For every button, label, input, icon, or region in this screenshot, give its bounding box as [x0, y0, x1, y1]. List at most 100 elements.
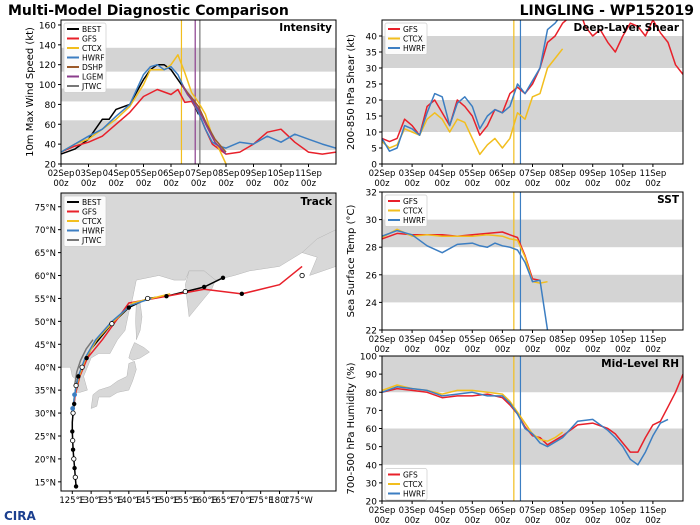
shaded-band — [382, 219, 683, 248]
panel-title: Mid-Level RH — [601, 358, 679, 370]
x-tick-label: 06Sep — [489, 506, 516, 516]
x-tick-label: 08Sep — [213, 169, 240, 179]
x-tick-label: 170°E — [229, 496, 255, 506]
x-tick-label: 08Sep — [549, 506, 576, 516]
x-tick-label: 03Sep — [399, 506, 426, 516]
y-tick-label: 35°N — [35, 387, 56, 397]
y-tick-label: 20 — [45, 161, 57, 171]
legend-label: HWRF — [82, 227, 105, 236]
legend-label: GFS — [403, 25, 418, 34]
x-tick-label: 07Sep — [185, 169, 212, 179]
legend-label: CTCX — [82, 44, 102, 53]
y-tick-label: 160 — [39, 21, 56, 31]
x-tick-label: 00z — [435, 179, 451, 189]
x-tick-label: 00z — [81, 179, 97, 189]
x-tick-label: 175°W — [284, 496, 313, 506]
x-tick-label: 00z — [301, 179, 317, 189]
x-tick-label: 00z — [465, 179, 481, 189]
y-axis-label: 700-500 hPa Humidity (%) — [346, 362, 357, 494]
track-marker — [70, 437, 76, 444]
legend-label: GFS — [82, 35, 97, 44]
series-group — [382, 20, 683, 156]
track-marker — [70, 406, 76, 411]
x-tick-label: 00z — [525, 516, 541, 525]
track-marker — [126, 305, 132, 310]
legend-label: JTWC — [81, 82, 101, 91]
y-tick-label: 20 — [366, 498, 378, 508]
intensity-panel: 2040608010012014016002Sep00z03Sep00z04Se… — [25, 19, 337, 189]
x-tick-label: 145°E — [135, 496, 161, 506]
x-tick-label: 07Sep — [519, 506, 546, 516]
x-tick-label: 00z — [645, 516, 661, 525]
x-tick-label: 00z — [273, 179, 289, 189]
y-tick-label: 40°N — [35, 364, 56, 374]
track-marker — [70, 447, 76, 452]
legend-label: GFS — [403, 471, 418, 480]
y-tick-label: 50°N — [35, 318, 56, 328]
x-tick-label: 155°E — [172, 496, 198, 506]
track-marker — [239, 291, 245, 297]
land-mass — [90, 360, 137, 409]
axes-frame — [381, 355, 684, 502]
x-tick-label: 130°E — [78, 496, 104, 506]
y-tick-label: 30 — [366, 65, 378, 75]
series-group — [61, 54, 336, 164]
x-tick-label: 00z — [495, 516, 511, 525]
x-tick-label: 10Sep — [268, 169, 295, 179]
y-tick-label: 30°N — [35, 410, 56, 420]
legend-box — [63, 22, 107, 93]
shaded-band — [61, 47, 336, 72]
legend-label: GFS — [82, 208, 97, 217]
y-tick-label: 15°N — [35, 478, 56, 488]
legend-label: CTCX — [82, 217, 102, 226]
x-tick-label: 00z — [465, 516, 481, 525]
x-tick-label: 00z — [404, 345, 420, 355]
y-tick-label: 20°N — [35, 455, 56, 465]
y-tick-label: 30 — [366, 479, 378, 489]
x-tick-label: 00z — [374, 179, 390, 189]
y-tick-label: 45°N — [35, 341, 56, 351]
y-tick-label: 55°N — [35, 295, 56, 305]
x-tick-label: 09Sep — [240, 169, 267, 179]
x-tick-label: 03Sep — [75, 169, 102, 179]
x-tick-label: 00z — [246, 179, 262, 189]
x-tick-label: 00z — [465, 345, 481, 355]
shaded-band — [382, 100, 683, 132]
legend-label: HWRF — [82, 54, 105, 63]
x-tick-label: 00z — [218, 179, 234, 189]
track-line-jtwc — [73, 339, 94, 386]
legend-label: BEST — [82, 25, 102, 34]
panel-title: Intensity — [279, 22, 332, 34]
axes-frame — [381, 19, 684, 165]
y-tick-label: 120 — [39, 61, 56, 71]
x-tick-label: 06Sep — [158, 169, 185, 179]
x-tick-label: 00z — [615, 516, 631, 525]
track-marker — [164, 293, 169, 299]
legend-label: CTCX — [403, 35, 423, 44]
x-tick-label: 150°E — [154, 496, 180, 506]
x-tick-label: 00z — [136, 179, 152, 189]
track-marker — [79, 364, 85, 370]
legend-label: CTCX — [403, 207, 423, 216]
y-tick-label: 70°N — [35, 226, 56, 236]
x-tick-label: 03Sep — [399, 335, 426, 345]
panel-title: SST — [657, 194, 680, 206]
track-marker — [73, 484, 79, 489]
x-tick-label: 00z — [525, 345, 541, 355]
y-axis-label: Sea Surface Temp (°C) — [346, 205, 357, 318]
x-tick-label: 02Sep — [369, 169, 396, 179]
x-tick-label: 05Sep — [130, 169, 157, 179]
track-marker — [72, 474, 78, 480]
y-tick-label: 50 — [366, 443, 378, 453]
shaded-band — [61, 88, 336, 102]
y-tick-label: 25 — [366, 81, 377, 91]
x-tick-label: 08Sep — [549, 169, 576, 179]
y-tick-label: 24 — [366, 299, 378, 309]
x-tick-label: 00z — [404, 179, 420, 189]
y-tick-label: 65°N — [35, 249, 56, 259]
track-marker — [220, 275, 226, 281]
x-tick-label: 00z — [374, 345, 390, 355]
legend-label: GFS — [403, 197, 418, 206]
series-line-hwrf — [382, 20, 559, 152]
x-tick-label: 11Sep — [639, 335, 666, 345]
